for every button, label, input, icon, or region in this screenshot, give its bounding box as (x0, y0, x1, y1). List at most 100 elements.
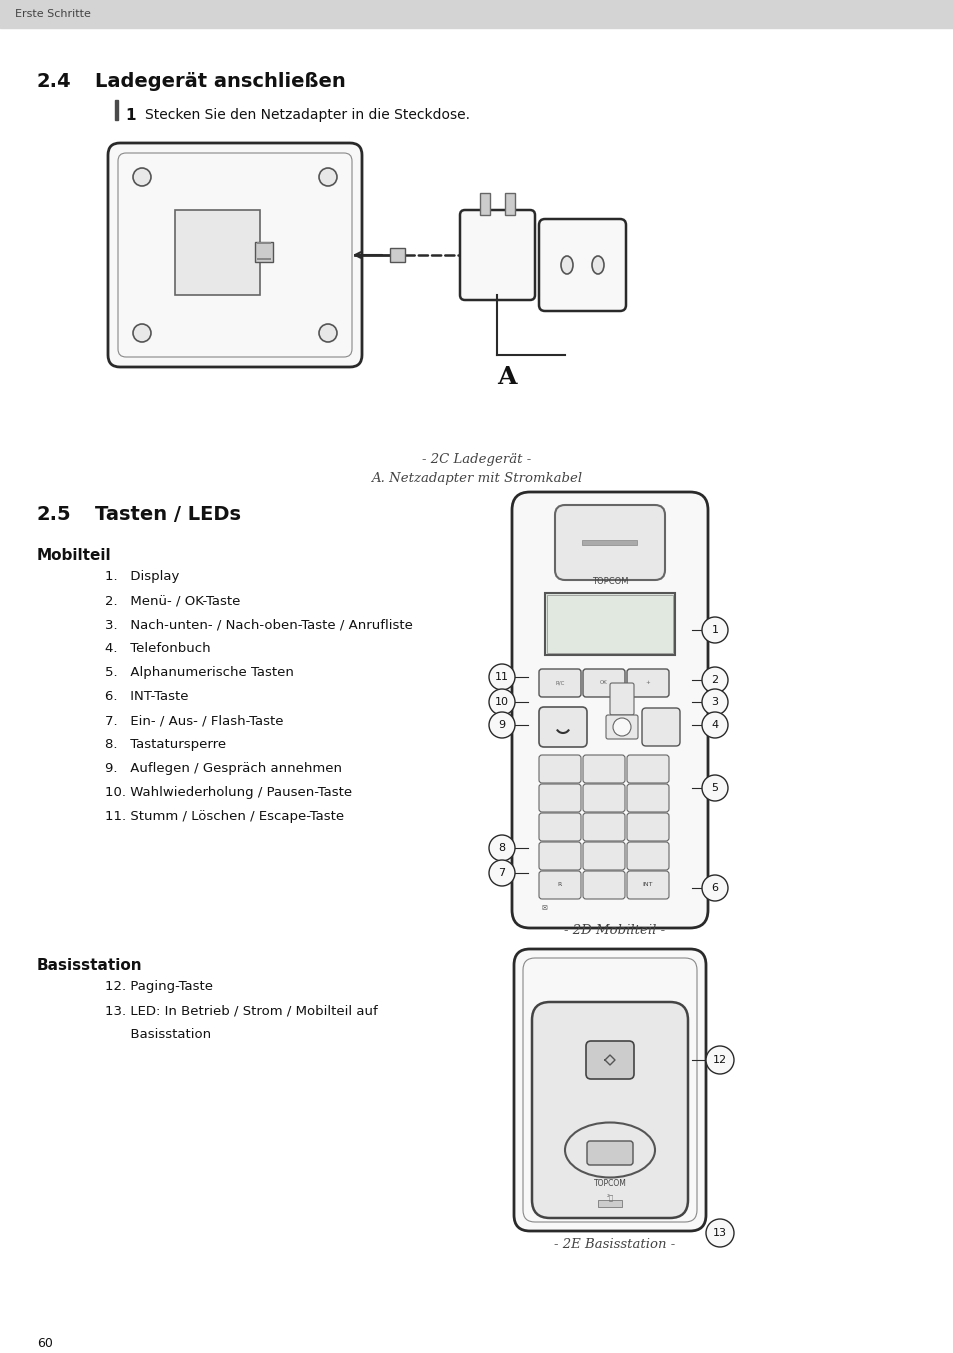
Circle shape (701, 712, 727, 737)
FancyBboxPatch shape (582, 668, 624, 697)
Text: 7: 7 (497, 869, 505, 878)
Bar (254, 242, 273, 262)
Circle shape (132, 168, 151, 185)
Text: R/C: R/C (555, 681, 564, 686)
FancyBboxPatch shape (538, 668, 580, 697)
FancyBboxPatch shape (626, 813, 668, 842)
FancyBboxPatch shape (532, 1003, 687, 1218)
FancyBboxPatch shape (585, 1040, 634, 1078)
Ellipse shape (592, 256, 603, 275)
Circle shape (701, 875, 727, 901)
FancyBboxPatch shape (586, 1141, 633, 1165)
Text: 11. Stumm / Löschen / Escape-Taste: 11. Stumm / Löschen / Escape-Taste (105, 810, 344, 823)
Text: 1.   Display: 1. Display (105, 570, 179, 583)
Text: Basisstation: Basisstation (37, 958, 143, 973)
Text: 3.   Nach-unten- / Nach-oben-Taste / Anrufliste: 3. Nach-unten- / Nach-oben-Taste / Anruf… (105, 618, 413, 630)
Bar (115, 100, 118, 120)
Bar (256, 258, 271, 260)
FancyBboxPatch shape (582, 783, 624, 812)
Text: Erste Schritte: Erste Schritte (15, 9, 91, 19)
FancyBboxPatch shape (514, 948, 705, 1231)
Bar (479, 193, 490, 215)
Text: 11: 11 (495, 672, 509, 682)
Text: R: R (558, 882, 561, 888)
Text: 12: 12 (712, 1055, 726, 1065)
FancyBboxPatch shape (538, 755, 580, 783)
Text: 8.   Tastatursperre: 8. Tastatursperre (105, 737, 226, 751)
Ellipse shape (564, 1123, 655, 1177)
Circle shape (701, 775, 727, 801)
FancyBboxPatch shape (626, 871, 668, 898)
FancyBboxPatch shape (626, 783, 668, 812)
Ellipse shape (560, 256, 573, 275)
Text: TOPCOM: TOPCOM (591, 578, 628, 586)
Circle shape (701, 617, 727, 643)
Text: 5.   Alphanumerische Tasten: 5. Alphanumerische Tasten (105, 666, 294, 679)
Circle shape (489, 664, 515, 690)
Text: A. Netzadapter mit Stromkabel: A. Netzadapter mit Stromkabel (371, 472, 582, 484)
Bar (598, 1200, 621, 1207)
Text: Mobilteil: Mobilteil (37, 548, 112, 563)
FancyBboxPatch shape (626, 755, 668, 783)
Text: TOPCOM: TOPCOM (593, 1178, 626, 1188)
Circle shape (701, 667, 727, 693)
Text: 2.4: 2.4 (37, 72, 71, 91)
Text: OK: OK (599, 681, 607, 686)
Circle shape (613, 718, 630, 736)
Text: A: A (497, 365, 517, 390)
FancyBboxPatch shape (626, 668, 668, 697)
Text: - 2D Mobilteil -: - 2D Mobilteil - (564, 924, 665, 938)
Circle shape (701, 689, 727, 714)
Bar (0, 0, 953, 28)
Text: 3: 3 (711, 697, 718, 708)
FancyBboxPatch shape (108, 143, 361, 367)
FancyBboxPatch shape (555, 505, 664, 580)
Bar (546, 595, 672, 653)
Text: 13: 13 (712, 1229, 726, 1238)
Bar (256, 242, 271, 244)
Text: Stecken Sie den Netzadapter in die Steckdose.: Stecken Sie den Netzadapter in die Steck… (145, 108, 470, 122)
Text: ✉: ✉ (541, 905, 547, 911)
FancyBboxPatch shape (538, 219, 625, 311)
Text: 2.   Menü- / OK-Taste: 2. Menü- / OK-Taste (105, 594, 240, 607)
Circle shape (489, 861, 515, 886)
Text: 9: 9 (497, 720, 505, 731)
Circle shape (705, 1219, 733, 1247)
Circle shape (489, 835, 515, 861)
Text: 5: 5 (711, 783, 718, 793)
FancyBboxPatch shape (538, 842, 580, 870)
FancyBboxPatch shape (538, 871, 580, 898)
Text: Ladegerät anschließen: Ladegerät anschließen (95, 72, 345, 91)
FancyBboxPatch shape (459, 210, 535, 300)
Text: Basisstation: Basisstation (105, 1028, 211, 1040)
Bar (544, 593, 675, 655)
Circle shape (318, 323, 336, 342)
Text: 1: 1 (125, 108, 135, 123)
Text: 7.   Ein- / Aus- / Flash-Taste: 7. Ein- / Aus- / Flash-Taste (105, 714, 283, 727)
Text: 9.   Auflegen / Gespräch annehmen: 9. Auflegen / Gespräch annehmen (105, 762, 341, 775)
Text: 4.   Telefonbuch: 4. Telefonbuch (105, 643, 211, 655)
Text: ²⎯: ²⎯ (606, 1193, 613, 1201)
FancyBboxPatch shape (582, 842, 624, 870)
FancyBboxPatch shape (605, 714, 638, 739)
FancyBboxPatch shape (538, 708, 586, 747)
FancyBboxPatch shape (512, 492, 707, 928)
FancyBboxPatch shape (641, 708, 679, 746)
Text: 60: 60 (37, 1337, 52, 1350)
FancyBboxPatch shape (582, 871, 624, 898)
Bar (174, 210, 260, 295)
Bar (504, 193, 515, 215)
Bar (581, 540, 637, 545)
Text: 4: 4 (711, 720, 718, 731)
Text: - 2E Basisstation -: - 2E Basisstation - (554, 1238, 675, 1252)
Text: 1: 1 (711, 625, 718, 635)
Circle shape (489, 689, 515, 714)
FancyBboxPatch shape (626, 842, 668, 870)
Circle shape (132, 323, 151, 342)
FancyBboxPatch shape (609, 683, 634, 714)
Text: INT: INT (642, 882, 653, 888)
Text: 10. Wahlwiederholung / Pausen-Taste: 10. Wahlwiederholung / Pausen-Taste (105, 786, 352, 800)
Text: 6: 6 (711, 884, 718, 893)
FancyBboxPatch shape (538, 813, 580, 842)
Circle shape (705, 1046, 733, 1074)
